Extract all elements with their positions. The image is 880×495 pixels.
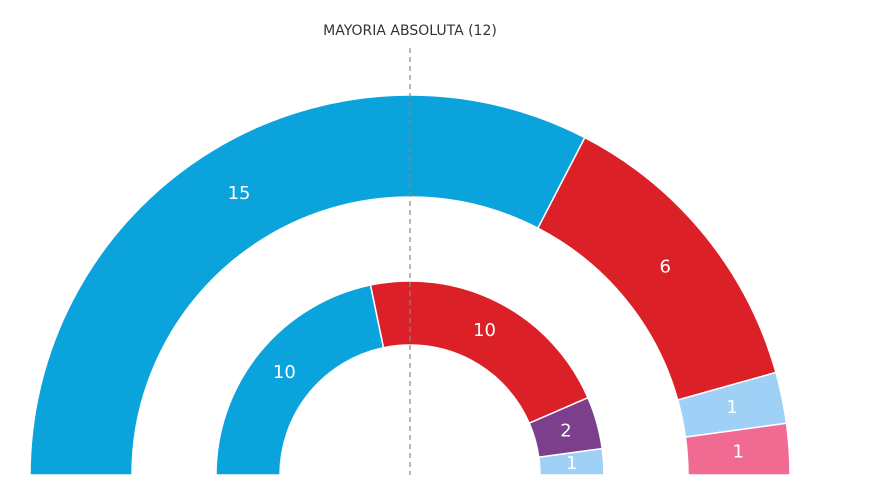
seat-segment	[369, 280, 589, 425]
seat-segment	[536, 136, 777, 401]
seat-segment	[29, 94, 586, 476]
data-label: 1	[733, 442, 744, 463]
annotation: MAYORIA ABSOLUTA (12)	[323, 23, 497, 39]
seat-segment	[684, 422, 791, 476]
data-label: 15	[228, 183, 251, 204]
data-label: 1	[726, 397, 737, 418]
data-label: 1	[566, 453, 577, 474]
data-label: 2	[560, 420, 571, 441]
data-label: 6	[659, 256, 670, 277]
seat-segment	[537, 447, 605, 476]
data-label: 10	[473, 320, 496, 341]
seat-segment	[215, 284, 385, 476]
data-label: 10	[273, 362, 296, 383]
